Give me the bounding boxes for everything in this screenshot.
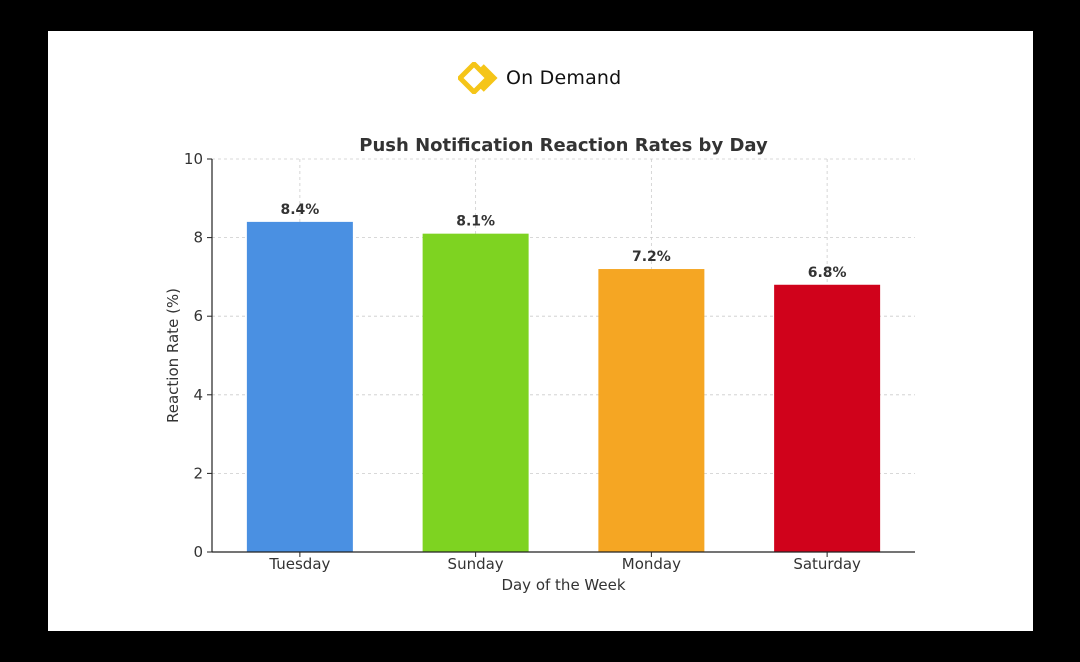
chart-title: Push Notification Reaction Rates by Day — [359, 135, 768, 156]
x-axis-label: Day of the Week — [501, 576, 625, 594]
y-tick-label: 10 — [184, 150, 203, 168]
data-label: 7.2% — [632, 249, 671, 265]
data-label: 8.1% — [456, 214, 495, 230]
y-tick-label: 2 — [193, 464, 203, 482]
bar-sunday — [422, 233, 529, 553]
y-tick-label: 4 — [193, 386, 203, 404]
bar-saturday — [774, 284, 881, 552]
x-tick-label: Sunday — [448, 555, 504, 573]
x-tick-label: Saturday — [793, 555, 861, 573]
bar-tuesday — [246, 221, 353, 552]
brand-header: On Demand — [458, 60, 621, 96]
y-tick-label: 0 — [193, 543, 203, 561]
x-tick-label: Monday — [622, 555, 681, 573]
y-tick-label: 8 — [193, 229, 203, 247]
bar-monday — [598, 269, 705, 552]
data-label: 8.4% — [280, 202, 319, 218]
double-chevron-diamond-icon — [458, 62, 498, 94]
y-axis-label: Reaction Rate (%) — [164, 288, 182, 423]
brand-name: On Demand — [506, 67, 622, 89]
x-tick-label: Tuesday — [268, 555, 330, 573]
y-tick-label: 6 — [193, 307, 203, 325]
data-label: 6.8% — [808, 265, 847, 281]
